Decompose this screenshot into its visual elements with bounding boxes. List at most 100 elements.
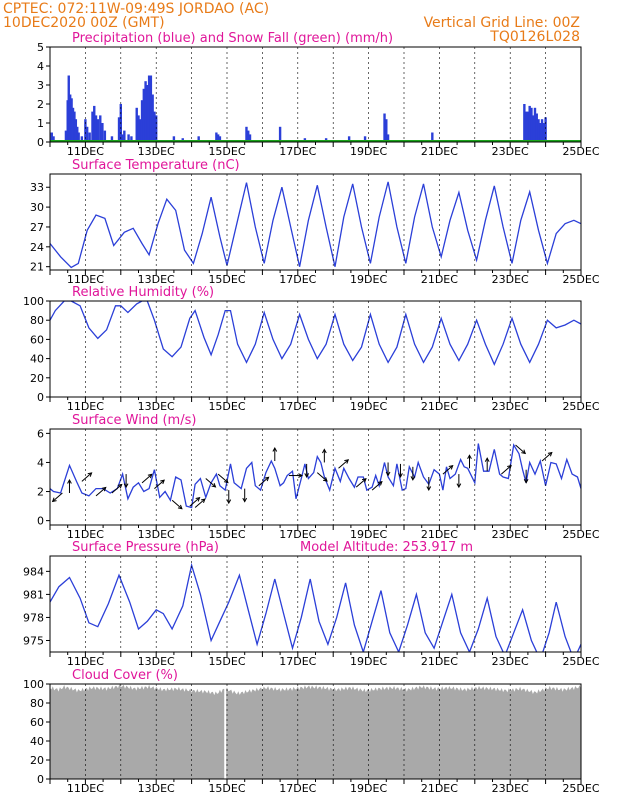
x-tick-label: 15DEC — [208, 655, 245, 668]
precip-bar — [76, 126, 79, 142]
y-tick-label: 40 — [30, 735, 44, 748]
x-tick-label: 23DEC — [492, 655, 529, 668]
y-tick-label: 981 — [23, 588, 44, 601]
x-tick-label: 25DEC — [562, 528, 599, 541]
panel-title-4: Surface Pressure (hPa) — [72, 540, 219, 555]
wind-arrow — [217, 473, 229, 483]
wind-arrow — [541, 452, 553, 462]
x-tick-label: 25DEC — [562, 782, 599, 795]
x-tick-label: 25DEC — [562, 145, 599, 158]
chart-header: CPTEC: 072:11W-09:49S JORDAO (AC) 10DEC2… — [0, 0, 618, 50]
wind-arrow-head — [298, 473, 303, 478]
precip-bar — [383, 113, 386, 142]
wind-arrow — [442, 465, 454, 475]
wind-arrow-head — [304, 473, 310, 478]
x-tick-label: 11DEC — [67, 782, 104, 795]
x-tick-label: 15DEC — [208, 528, 245, 541]
precip-bar — [50, 132, 53, 142]
y-tick-label: 978 — [23, 611, 44, 624]
panel-frame-0 — [49, 46, 582, 143]
y-tick-label: 20 — [30, 754, 44, 767]
wind-arrow — [205, 478, 216, 488]
precip-bar — [528, 105, 531, 142]
wind-arrow-head — [87, 472, 93, 477]
wind-arrow-head — [177, 504, 183, 510]
precip-bar — [149, 75, 153, 142]
precip-bar — [245, 126, 248, 142]
precip-bar — [84, 119, 87, 142]
precip-bar — [278, 126, 282, 142]
x-tick-label: 23DEC — [492, 145, 529, 158]
precip-bar — [123, 130, 126, 142]
x-tick-label: 25DEC — [562, 400, 599, 413]
wind-arrow-head — [272, 446, 278, 452]
series-line-1 — [50, 181, 581, 269]
grid-note: Vertical Grid Line: 00Z — [423, 15, 580, 31]
panel-annotation-4: Model Altitude: 253.917 m — [300, 540, 473, 555]
precip-bar — [101, 123, 104, 142]
precip-bar — [146, 85, 149, 142]
x-tick-label: 11DEC — [67, 273, 104, 286]
precip-bar — [532, 115, 535, 142]
x-tick-label: 11DEC — [67, 528, 104, 541]
panel-frame-1 — [49, 173, 582, 271]
y-tick-label: 3 — [37, 79, 44, 92]
x-tick-label: 15DEC — [208, 400, 245, 413]
precip-bar — [147, 75, 151, 142]
wind-arrow-head — [410, 476, 416, 481]
y-tick-label: 20 — [30, 372, 44, 385]
series-line-4 — [50, 562, 581, 652]
precip-bar — [215, 132, 218, 142]
precip-bar — [523, 104, 526, 142]
precip-bar — [121, 134, 124, 142]
precip-bar — [73, 111, 76, 142]
x-tick-label: 13DEC — [138, 528, 175, 541]
x-tick-label: 21DEC — [421, 400, 458, 413]
precip-bar — [197, 136, 200, 142]
y-tick-label: 4 — [37, 456, 44, 469]
wind-arrow — [81, 472, 92, 482]
precip-bar — [140, 100, 144, 142]
wind-arrow-head — [264, 476, 270, 482]
x-tick-label: 13DEC — [138, 145, 175, 158]
wind-arrow — [111, 484, 123, 494]
x-tick-label: 13DEC — [138, 655, 175, 668]
run-time: 10DEC2020 00Z (GMT) — [3, 15, 165, 31]
x-tick-label: 13DEC — [138, 400, 175, 413]
x-tick-label: 23DEC — [492, 400, 529, 413]
y-tick-label: 0 — [37, 773, 44, 786]
y-tick-label: 2 — [37, 98, 44, 111]
wind-arrow — [515, 444, 526, 454]
x-tick-label: 15DEC — [208, 145, 245, 158]
wind-arrow-head — [467, 454, 472, 460]
wind-arrow-head — [101, 486, 107, 492]
y-tick-label: 5 — [37, 41, 44, 54]
x-tick-label: 17DEC — [279, 145, 316, 158]
wind-arrow-head — [67, 478, 72, 484]
precip-bar — [74, 119, 78, 142]
wind-arrow-head — [160, 479, 165, 485]
precip-bar — [139, 119, 142, 142]
precip-bar — [247, 130, 250, 142]
wind-arrow-head — [547, 451, 553, 457]
x-tick-label: 19DEC — [350, 655, 387, 668]
precip-bar — [533, 107, 537, 142]
precip-bar — [172, 136, 176, 142]
x-tick-label: 25DEC — [562, 273, 599, 286]
precip-bar — [526, 111, 530, 142]
precip-bar — [96, 119, 99, 142]
wind-arrow-head — [521, 449, 527, 455]
y-tick-label: 27 — [30, 221, 44, 234]
wind-arrow — [95, 487, 107, 497]
wind-arrow — [371, 481, 383, 491]
precip-bar — [64, 130, 68, 142]
precip-bar — [218, 136, 222, 142]
precip-bar — [530, 107, 533, 142]
y-tick-label: 33 — [30, 181, 44, 194]
wind-arrow-head — [523, 478, 529, 484]
wind-arrow — [171, 499, 183, 510]
wind-arrow — [154, 479, 165, 490]
x-tick-label: 19DEC — [350, 273, 387, 286]
precip-bar — [540, 119, 544, 142]
y-tick-label: 6 — [37, 427, 44, 440]
